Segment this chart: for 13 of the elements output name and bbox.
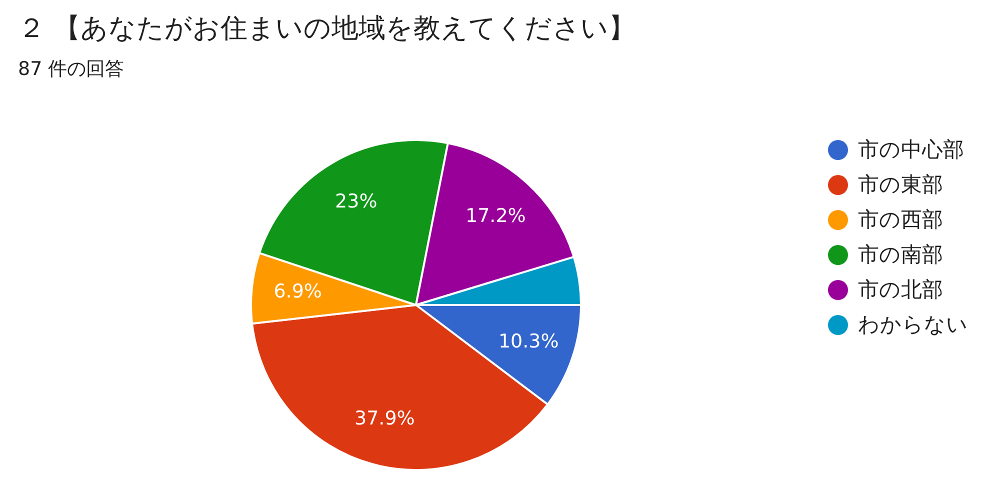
legend-label: 市の北部 [858,277,943,302]
text: 87 件の回答 [18,57,124,81]
legend-label: 市の東部 [858,172,943,196]
data-label: 17.2% [466,204,526,227]
data-label: 23% [335,190,378,212]
legend-label: 市の中心部 [858,137,964,162]
data-label: 37.9% [354,408,415,430]
legend-label: 市の南部 [858,242,943,266]
legend-label: 市の西部 [858,207,943,232]
data-label: 10.3% [498,330,559,353]
chart-title: ２ 【あなたがお住まいの地域を教えてください】 [18,12,636,46]
legend-label: わからない [858,312,968,336]
data-label: 6.9% [274,280,322,303]
